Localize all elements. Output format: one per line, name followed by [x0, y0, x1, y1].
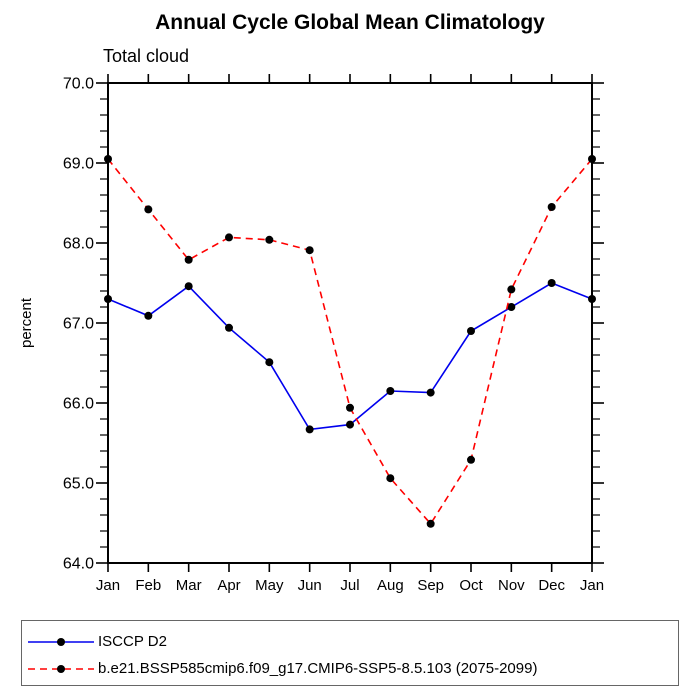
x-tick-label: Jun	[298, 577, 322, 594]
plot-frame	[107, 82, 593, 564]
x-tick-label: Nov	[498, 577, 525, 594]
x-tick-label: Dec	[538, 577, 565, 594]
data-point	[588, 155, 596, 163]
legend-marker-icon	[57, 664, 65, 673]
chart-subtitle: Total cloud	[103, 46, 190, 66]
data-point	[104, 155, 112, 163]
data-point	[467, 327, 475, 335]
legend-item: ISCCP D2	[26, 628, 678, 655]
x-tick-label: Apr	[217, 577, 240, 594]
x-tick-label: Jul	[340, 577, 359, 594]
legend-marker-icon	[57, 637, 65, 646]
data-point	[144, 311, 153, 320]
data-series	[104, 155, 596, 528]
data-point	[346, 420, 354, 429]
x-tick-label: Feb	[135, 577, 161, 594]
y-tick-label: 66.0	[63, 396, 94, 413]
data-point	[588, 295, 596, 303]
x-tick-label: May	[255, 577, 284, 594]
data-point	[305, 246, 314, 255]
data-point	[144, 205, 153, 214]
legend-line-sample	[28, 664, 94, 673]
data-point	[386, 474, 395, 483]
x-tick-label: Aug	[377, 577, 404, 594]
data-point	[426, 388, 435, 397]
data-point	[467, 455, 475, 464]
data-point	[426, 519, 435, 528]
data-point	[265, 358, 274, 367]
y-tick-label: 65.0	[63, 476, 94, 493]
y-axis-label: percent	[18, 297, 35, 348]
data-point	[225, 323, 233, 332]
x-tick-label: Jan	[96, 577, 120, 594]
x-tick-label: Oct	[459, 577, 483, 594]
x-tick-label: Mar	[176, 577, 202, 594]
data-point	[547, 203, 556, 211]
x-tick-label: Jan	[580, 577, 604, 594]
data-point	[305, 425, 314, 434]
legend-box: ISCCP D2 b.e21.BSSP585cmip6.f09_g17.CMIP6…	[21, 620, 679, 686]
y-tick-label: 70.0	[63, 76, 94, 93]
chart-title: Annual Cycle Global Mean Climatology	[155, 11, 545, 34]
data-point	[104, 295, 112, 303]
axis-ticks	[96, 74, 604, 572]
data-point	[265, 235, 274, 244]
legend-label: b.e21.BSSP585cmip6.f09_g17.CMIP6-SSP5-8.…	[98, 660, 538, 677]
y-tick-label: 67.0	[63, 316, 94, 333]
y-tick-label: 68.0	[63, 236, 94, 253]
data-point	[507, 285, 516, 294]
y-tick-label: 64.0	[63, 556, 94, 573]
legend-item: b.e21.BSSP585cmip6.f09_g17.CMIP6-SSP5-8.…	[26, 655, 678, 682]
data-point	[547, 279, 556, 287]
data-point	[184, 255, 193, 264]
x-tick-label: Sep	[417, 577, 444, 594]
y-tick-label: 69.0	[63, 156, 94, 173]
data-point	[346, 403, 354, 412]
data-point	[507, 303, 516, 311]
data-point	[184, 282, 193, 291]
data-point	[225, 233, 233, 242]
data-point	[386, 387, 395, 395]
legend-label: ISCCP D2	[98, 633, 167, 650]
legend-line-sample	[28, 637, 94, 646]
series-line-1	[107, 158, 593, 526]
